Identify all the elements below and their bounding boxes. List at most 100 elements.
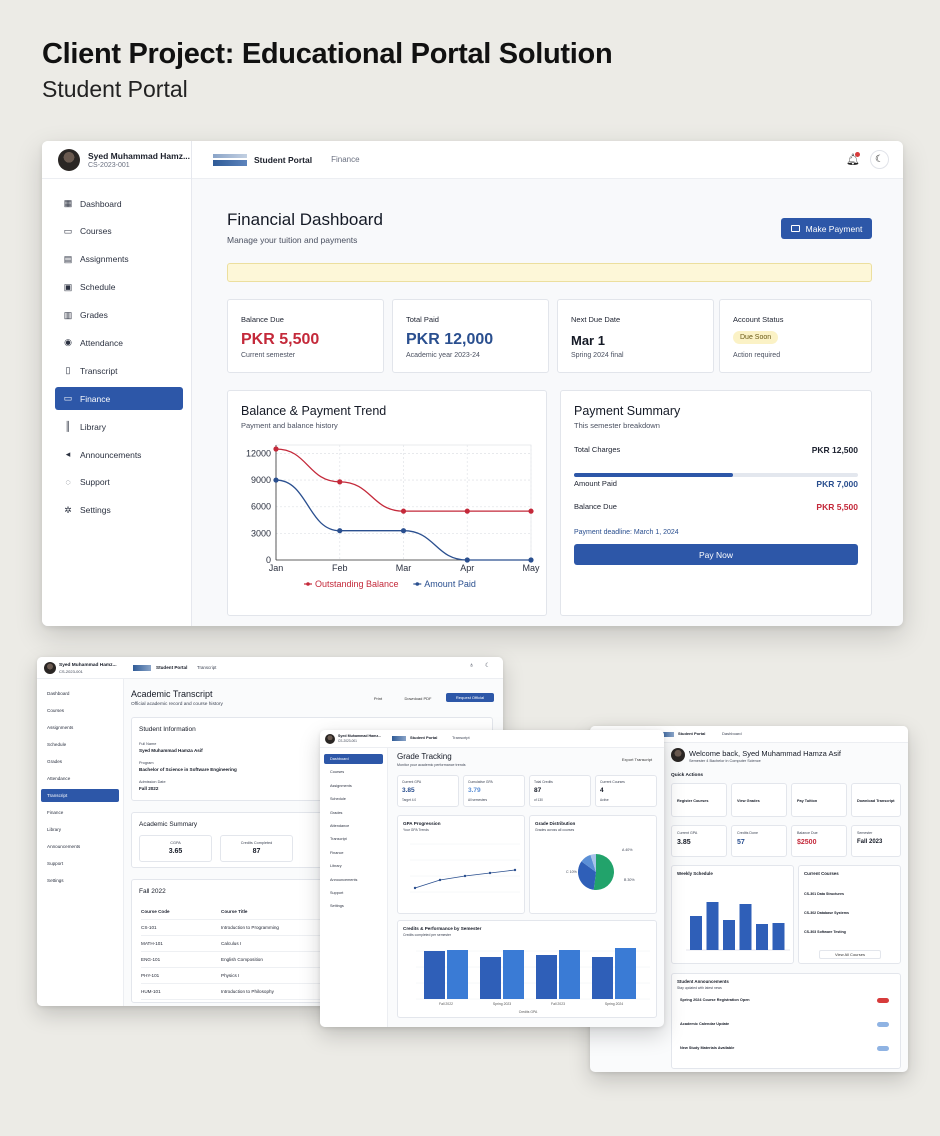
quick-action-card[interactable]: Pay Tuition (791, 783, 847, 817)
credit-card-icon (790, 225, 800, 232)
field-label: Full Name (139, 742, 157, 746)
summary-row-total: Total Charges PKR 12,500 (574, 445, 858, 455)
sidebar-item-support[interactable]: Support (330, 890, 344, 895)
x-tick-label: May (522, 563, 540, 573)
course-title: English Composition (221, 957, 263, 962)
gpa-point (413, 886, 417, 890)
sidebar-item-grades[interactable]: Grades (330, 810, 343, 815)
portal-name[interactable]: Student Portal (678, 731, 706, 736)
sidebar-item-schedule[interactable]: Schedule (47, 742, 67, 747)
library-icon: ║ (64, 421, 72, 432)
breadcrumb[interactable]: Transcript (452, 735, 470, 740)
print-button[interactable]: Print (373, 696, 383, 701)
make-payment-button[interactable]: Make Payment (781, 218, 872, 239)
sidebar-item-library[interactable]: Library (330, 864, 342, 869)
notification-bell-icon[interactable]: ♁ (469, 662, 475, 669)
table-row[interactable]: ENG-101 English Composition (141, 952, 331, 968)
sidebar-item-library[interactable]: ║ Library (55, 415, 183, 438)
sidebar-item-dashboard[interactable]: Dashboard (47, 691, 70, 696)
notification-bell-icon[interactable]: 🔔︎ (844, 151, 862, 169)
course-item[interactable]: CS-302 Database Systems (804, 911, 849, 915)
quick-action-card[interactable]: Download Transcript (851, 783, 901, 817)
portal-name[interactable]: Student Portal (156, 665, 188, 670)
sidebar-item-assignments[interactable]: Assignments (330, 783, 352, 788)
sidebar-item-support[interactable]: ◌ Support (55, 471, 183, 494)
series-line (275, 479, 531, 561)
pay-now-button[interactable]: Pay Now (574, 544, 858, 565)
view-all-courses-button[interactable]: View All Courses (819, 950, 881, 959)
sidebar-item-grades[interactable]: Grades (47, 759, 63, 764)
sidebar-item-dashboard[interactable]: Dashboard (324, 754, 383, 764)
sidebar-item-settings[interactable]: Settings (47, 878, 64, 883)
profile[interactable]: Syed Muhammad Hamz... CS-2023-001 (42, 141, 191, 179)
sidebar-item-courses[interactable]: Courses (330, 770, 345, 775)
panel-subtitle: Stay updated with latest news (677, 986, 722, 990)
sidebar-item-grades[interactable]: ▥ Grades (55, 304, 183, 327)
sidebar-item-assignments[interactable]: ▤ Assignments (55, 248, 183, 271)
sidebar-item-library[interactable]: Library (47, 827, 62, 832)
sidebar-item-announcements[interactable]: Announcements (330, 877, 358, 882)
stat-next-due: Next Due Date Mar 1 Spring 2024 final (557, 299, 714, 373)
y-tick-label: 12000 (246, 448, 271, 458)
row-value: PKR 12,500 (811, 445, 858, 455)
announcement-title[interactable]: Spring 2024 Course Registration Open (680, 998, 750, 1002)
sidebar-item-schedule[interactable]: ▣ Schedule (55, 276, 183, 299)
sidebar-item-assignments[interactable]: Assignments (47, 725, 74, 730)
institution-logo[interactable] (660, 732, 674, 737)
sidebar-item-transcript[interactable]: ▯ Transcript (55, 359, 183, 382)
institution-logo[interactable] (133, 665, 151, 671)
panel-subtitle: Credits completed per semester (403, 933, 452, 937)
sidebar-item-attendance[interactable]: ◉ Attendance (55, 331, 183, 354)
sidebar-item-label: Settings (80, 505, 111, 516)
sidebar-item-transcript[interactable]: Transcript (41, 789, 119, 802)
sidebar-item-schedule[interactable]: Schedule (330, 797, 346, 802)
notification-dot (855, 151, 860, 157)
announcement-title[interactable]: Academic Calendar Update (680, 1022, 730, 1026)
dark-mode-toggle-icon[interactable]: ☾ (485, 663, 491, 669)
breadcrumb[interactable]: Transcript (197, 665, 217, 670)
quick-action-card[interactable]: View Grades (731, 783, 787, 817)
table-row[interactable]: HUM-101 Introduction to Philosophy (141, 984, 331, 1000)
export-transcript-button[interactable]: Export Transcript (621, 757, 653, 762)
breadcrumb[interactable]: Finance (331, 155, 360, 164)
sidebar-item-courses[interactable]: Courses (47, 708, 65, 713)
sidebar-item-label: Assignments (80, 254, 129, 265)
download-pdf-button[interactable]: Download PDF (404, 696, 432, 701)
sidebar-item-finance[interactable]: Finance (330, 850, 344, 855)
portal-name[interactable]: Student Portal (254, 154, 313, 165)
sidebar-item-finance[interactable]: Finance (47, 810, 64, 815)
course-title: Calculus I (221, 941, 242, 946)
table-row[interactable]: MATH-101 Calculus I (141, 936, 331, 952)
sidebar-item-transcript[interactable]: Transcript (330, 837, 347, 842)
stat-note: Current semester (241, 352, 296, 359)
avatar (44, 662, 56, 674)
dark-mode-toggle-icon[interactable]: ☾ (870, 150, 889, 169)
request-official-button[interactable]: Request Official (446, 693, 494, 702)
sidebar-item-announcements[interactable]: ◂ Announcements (55, 443, 183, 466)
sidebar-item-settings[interactable]: ✲ Settings (55, 499, 183, 522)
credits-bar (424, 951, 445, 999)
column-header: Course Code (141, 909, 170, 914)
course-item[interactable]: CS-301 Data Structures (804, 892, 844, 896)
sidebar-item-finance[interactable]: ▭ Finance (55, 387, 183, 411)
institution-logo[interactable] (213, 153, 247, 166)
grade-pie-chart: A 40% B 30% C 10% (566, 848, 635, 890)
institution-logo[interactable] (392, 736, 406, 741)
announcement-title[interactable]: New Study Materials Available (680, 1046, 735, 1050)
portal-name[interactable]: Student Portal (410, 735, 438, 740)
page-title: Academic Transcript (131, 689, 213, 699)
breadcrumb[interactable]: Dashboard (722, 731, 742, 736)
table-row[interactable]: PHY-101 Physics I (141, 968, 331, 984)
payment-progress-fill (574, 473, 734, 477)
sidebar-item-dashboard[interactable]: ▦ Dashboard (55, 192, 183, 215)
sidebar-item-attendance[interactable]: Attendance (330, 823, 350, 828)
course-item[interactable]: CS-303 Software Testing (804, 930, 846, 934)
sidebar-item-announcements[interactable]: Announcements (47, 844, 81, 849)
quick-action-card[interactable]: Register Courses (671, 783, 727, 817)
sidebar-item-settings[interactable]: Settings (330, 904, 344, 909)
sidebar-item-courses[interactable]: ▭ Courses (55, 220, 183, 243)
sidebar-item-attendance[interactable]: Attendance (47, 776, 71, 781)
table-row[interactable]: CS-101 Introduction to Programming (141, 920, 331, 936)
kpi-value: 3.79 (468, 787, 481, 794)
sidebar-item-support[interactable]: Support (47, 861, 64, 866)
